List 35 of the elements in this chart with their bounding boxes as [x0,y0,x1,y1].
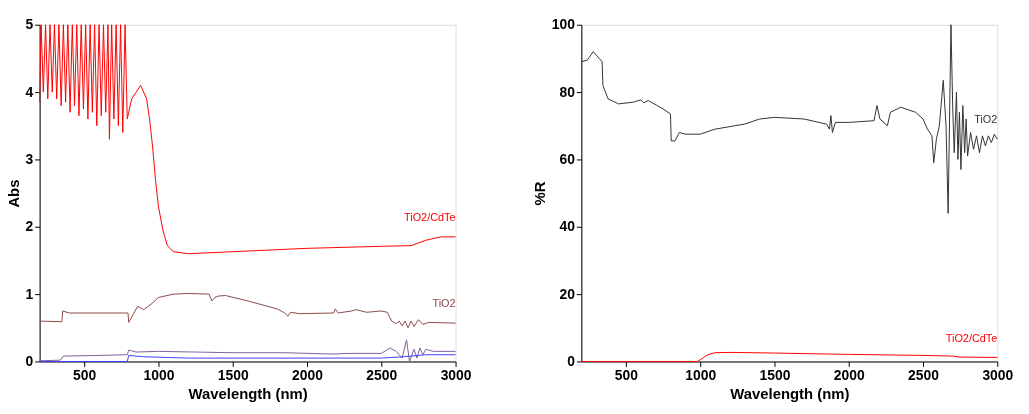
x-axis-title: Wavelength (nm) [730,385,850,402]
series-label: TiO2 [432,297,456,310]
x-tick-label: 1500 [759,366,791,383]
y-tick-label: 2 [25,218,34,235]
x-tick-label: 1500 [217,366,249,383]
x-tick-label: 1000 [143,366,175,383]
y-tick-label: 4 [25,83,34,100]
y-tick-label: 20 [559,285,576,302]
line-series [580,24,998,214]
series-label: TiO2/CdTe [945,331,998,344]
y-axis-title: Abs [5,179,22,208]
x-tick-label: 500 [73,366,97,383]
x-tick-label: 3000 [440,366,472,383]
series-label: TiO2/CdTe [403,211,456,224]
x-tick-label: 2500 [366,366,398,383]
y-tick-label: 1 [25,285,34,302]
x-tick-label: 1000 [685,366,717,383]
y-tick-label: 100 [551,16,576,33]
y-tick-label: 5 [25,16,34,33]
line-series [39,24,457,255]
x-tick-label: 3000 [982,366,1014,383]
x-tick-label: 500 [614,366,639,383]
x-tick-label: 2000 [833,366,865,383]
series-label: TiO2 [974,113,998,126]
x-tick-label: 2500 [908,366,940,383]
line-series [39,292,457,329]
y-tick-label: 3 [25,150,34,167]
x-axis-title: Wavelength (nm) [188,385,308,402]
y-axis-title: %R [531,181,548,206]
x-tick-label: 2000 [292,366,324,383]
y-tick-label: 40 [559,218,576,235]
y-tick-label: 0 [567,352,576,369]
y-tick-label: 0 [25,352,34,369]
y-tick-label: 80 [559,83,576,100]
y-tick-label: 60 [559,150,576,167]
